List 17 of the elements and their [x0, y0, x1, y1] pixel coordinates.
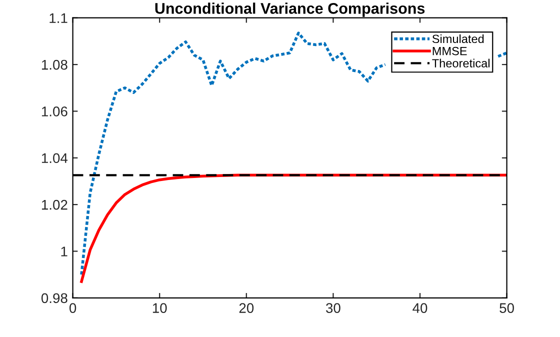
legend-label: MMSE	[432, 46, 467, 56]
x-tick-label: 50	[500, 303, 514, 313]
chart-title: Unconditional Variance Comparisons	[155, 2, 425, 17]
y-tick-label: 1.06	[42, 106, 68, 116]
x-tick-label: 40	[412, 303, 428, 313]
y-tick-label: 1.08	[42, 60, 68, 70]
y-tick-label: 1.02	[42, 200, 68, 210]
x-tick-label: 10	[152, 303, 167, 313]
legend-label: Theoretical	[432, 58, 490, 68]
y-tick-label: 1	[61, 246, 68, 256]
y-tick-label: 1.04	[42, 153, 68, 164]
x-tick-label: 30	[326, 303, 340, 313]
y-tick-label: 0.98	[41, 293, 68, 304]
x-tick-label: 20	[239, 303, 254, 313]
y-tick-label: 1.1	[50, 13, 68, 23]
x-tick-label: 0	[69, 303, 76, 313]
legend-label: Simulated	[432, 34, 484, 44]
